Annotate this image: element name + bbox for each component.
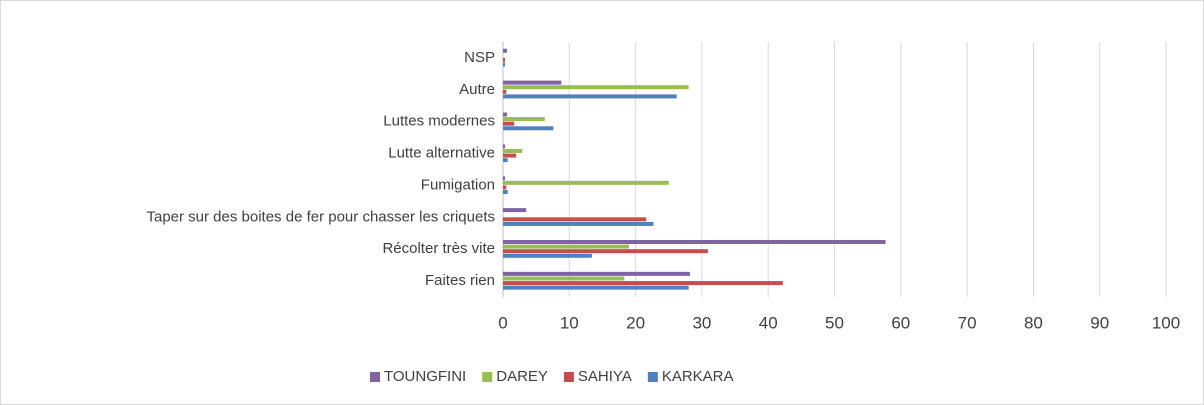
x-tick-label: 70 (958, 313, 977, 332)
x-tick-label: 60 (891, 313, 910, 332)
bar (503, 276, 625, 281)
bar (503, 285, 689, 290)
bar (503, 153, 517, 158)
bar (503, 144, 505, 149)
x-tick-label: 30 (692, 313, 711, 332)
legend-swatch (482, 372, 493, 382)
bar (503, 85, 689, 90)
y-tick-label: Faites rien (425, 272, 495, 289)
y-tick-label: Taper sur des boites de fer pour chasser… (146, 208, 495, 225)
bar (503, 208, 527, 213)
bar (503, 281, 783, 286)
legend-label: DAREY (496, 368, 548, 385)
bar (503, 221, 654, 226)
bar (503, 158, 508, 163)
x-tick-label: 80 (1024, 313, 1043, 332)
bar (503, 249, 708, 254)
bar (503, 112, 507, 117)
bar (503, 48, 507, 53)
bar (503, 271, 690, 276)
y-tick-label: Lutte alternative (388, 145, 495, 162)
y-tick-label: Récolter très vite (382, 240, 495, 257)
bar (503, 217, 647, 222)
x-tick-label: 90 (1090, 313, 1109, 332)
x-tick-label: 10 (560, 313, 579, 332)
bar (503, 117, 545, 122)
legend-swatch (370, 372, 380, 382)
x-tick-label: 20 (626, 313, 645, 332)
x-tick-label: 100 (1152, 313, 1180, 332)
x-tick-label: 50 (825, 313, 844, 332)
y-tick-label: Fumigation (421, 176, 495, 193)
bar (503, 80, 562, 85)
y-tick-label: NSP (464, 49, 495, 66)
legend-label: SAHIYA (578, 368, 632, 385)
bar (503, 185, 507, 190)
legend-label: KARKARA (662, 368, 734, 385)
y-tick-label: Autre (459, 81, 495, 98)
bar (503, 94, 677, 99)
bar (503, 148, 523, 153)
bar (503, 176, 505, 181)
x-tick-label: 40 (759, 313, 778, 332)
legend-label: TOUNGFINI (384, 368, 466, 385)
bar (503, 253, 592, 258)
bar (503, 126, 554, 131)
bar (503, 190, 508, 195)
y-tick-label: Luttes modernes (383, 113, 495, 130)
bar (503, 62, 505, 67)
x-tick-label: 0 (498, 313, 507, 332)
legend-swatch (563, 372, 574, 382)
bar (503, 57, 505, 62)
bar (503, 180, 669, 185)
legend-swatch (647, 372, 658, 382)
bar (503, 121, 515, 126)
bar (503, 89, 507, 94)
bar (503, 244, 629, 249)
bar (503, 239, 886, 244)
